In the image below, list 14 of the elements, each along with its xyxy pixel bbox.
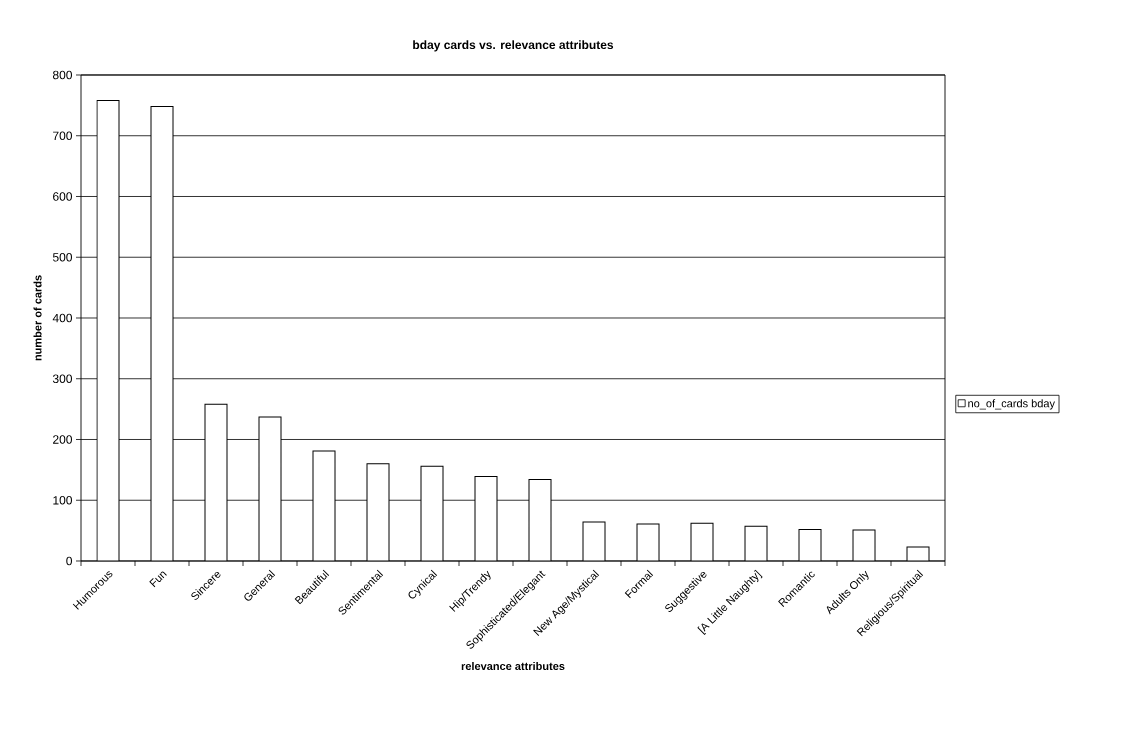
- text: no_of_cards bday: [968, 399, 1055, 410]
- chart-title: bday cards vs. relevance attributes: [413, 40, 614, 52]
- y-axis-title: number of cards: [33, 275, 42, 361]
- y-tick-label: 500: [52, 253, 72, 262]
- x-axis-title: relevance attributes: [461, 661, 565, 671]
- y-tick-label: 800: [52, 70, 72, 80]
- y-tick-label: 0: [66, 556, 73, 566]
- y-tick-label: 700: [53, 131, 72, 140]
- y-tick-label: 400: [52, 313, 72, 323]
- y-tick-label: 600: [53, 192, 72, 201]
- y-tick-label: 300: [52, 374, 72, 383]
- y-tick-label: 200: [53, 435, 72, 444]
- y-tick-label: 100: [53, 496, 72, 505]
- x-tick-label: Fun: [149, 571, 167, 588]
